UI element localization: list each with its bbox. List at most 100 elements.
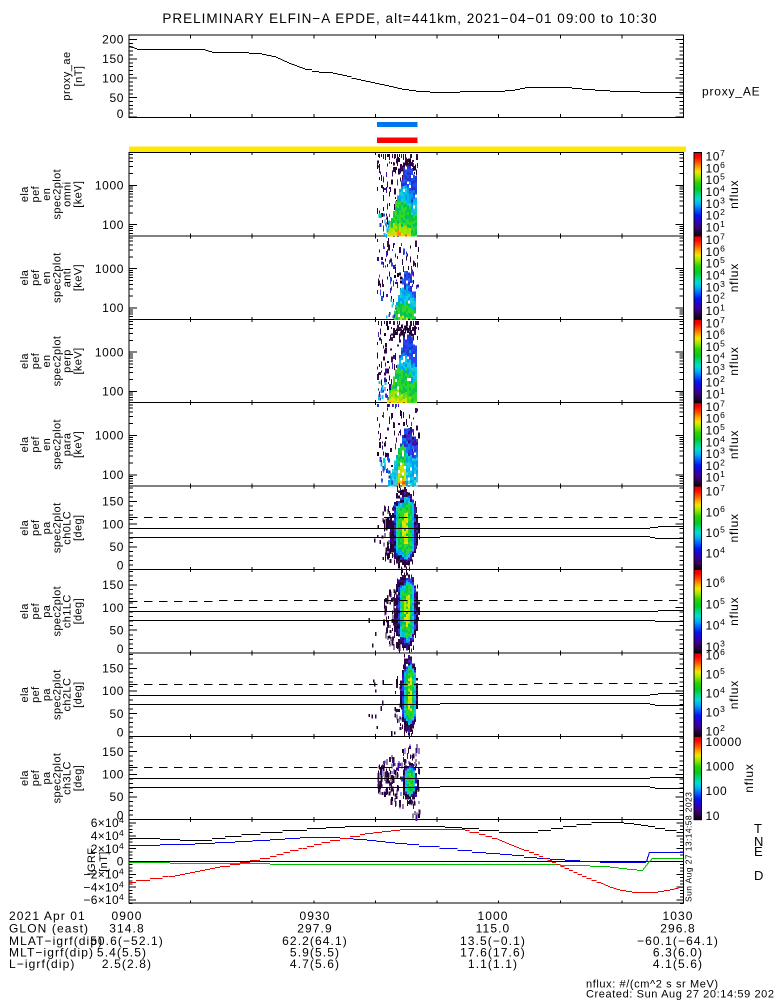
svg-text:pef: pef: [30, 602, 42, 619]
svg-text:spec2plot: spec2plot: [52, 502, 64, 553]
svg-text:ch3LC: ch3LC: [62, 761, 74, 795]
svg-text:5.4(5.5): 5.4(5.5): [97, 946, 147, 960]
svg-text:nflux: nflux: [727, 263, 741, 292]
svg-text:106: 106: [706, 243, 726, 258]
svg-text:100: 100: [102, 768, 124, 782]
svg-text:pef: pef: [30, 686, 42, 703]
svg-text:spec2plot: spec2plot: [52, 252, 64, 303]
svg-text:101: 101: [706, 469, 726, 485]
svg-text:Sun Aug 27 13:14:58 2023: Sun Aug 27 13:14:58 2023: [684, 792, 694, 902]
svg-text:105: 105: [706, 255, 726, 271]
svg-text:150: 150: [102, 52, 124, 66]
svg-text:−2×104: −2×104: [83, 867, 124, 882]
svg-text:107: 107: [706, 148, 726, 164]
svg-text:PRELIMINARY ELFIN−A EPDE, alt=: PRELIMINARY ELFIN−A EPDE, alt=441km, 202…: [162, 11, 657, 26]
svg-text:13.5(−0.1): 13.5(−0.1): [460, 934, 526, 948]
svg-text:ch1LC: ch1LC: [62, 594, 74, 628]
svg-text:10: 10: [706, 809, 721, 823]
svg-text:pef: pef: [30, 185, 42, 202]
svg-text:102: 102: [706, 291, 726, 307]
svg-text:0: 0: [117, 725, 124, 739]
svg-text:proxy_ae: proxy_ae: [61, 51, 73, 100]
svg-text:100: 100: [706, 784, 728, 798]
svg-text:50.6(−52.1): 50.6(−52.1): [90, 934, 164, 948]
svg-text:nflux: nflux: [727, 430, 741, 459]
svg-text:[deg]: [deg]: [73, 681, 85, 707]
svg-text:106: 106: [706, 504, 726, 520]
svg-text:[keV]: [keV]: [73, 264, 85, 291]
svg-text:100: 100: [102, 72, 124, 86]
svg-text:ela: ela: [19, 603, 31, 619]
svg-text:en: en: [41, 188, 53, 201]
svg-text:ela: ela: [19, 686, 31, 702]
svg-text:106: 106: [706, 647, 726, 663]
svg-text:50: 50: [109, 790, 124, 804]
svg-text:MLT−igrf(dip): MLT−igrf(dip): [9, 946, 94, 960]
svg-text:nflux: nflux: [727, 680, 741, 709]
svg-text:nflux: #/(cm^2 s sr MeV): nflux: #/(cm^2 s sr MeV): [586, 979, 719, 991]
svg-text:0: 0: [117, 642, 124, 656]
svg-text:[deg]: [deg]: [73, 765, 85, 791]
svg-text:150: 150: [102, 578, 124, 592]
svg-text:0: 0: [117, 809, 124, 823]
svg-text:T: T: [754, 821, 762, 836]
svg-text:103: 103: [706, 362, 726, 378]
svg-text:296.8: 296.8: [660, 922, 696, 936]
svg-text:1.1(1.1): 1.1(1.1): [468, 957, 518, 971]
svg-text:150: 150: [102, 662, 124, 676]
svg-text:103: 103: [706, 195, 726, 211]
svg-text:spec2plot: spec2plot: [52, 586, 64, 637]
svg-text:[deg]: [deg]: [73, 598, 85, 624]
svg-text:[nT]: [nT]: [73, 66, 85, 87]
svg-text:1000: 1000: [95, 179, 124, 193]
svg-text:ch0LC: ch0LC: [62, 511, 74, 545]
svg-text:104: 104: [706, 350, 726, 366]
svg-text:100: 100: [102, 468, 124, 482]
svg-text:anti: anti: [62, 268, 74, 287]
svg-text:107: 107: [706, 483, 726, 499]
svg-text:pef: pef: [30, 269, 42, 286]
svg-text:102: 102: [706, 457, 726, 473]
svg-text:Created: Sun Aug 27 20:14:59 2: Created: Sun Aug 27 20:14:59 2023: [586, 989, 775, 1000]
svg-text:pa: pa: [41, 521, 53, 535]
svg-text:102: 102: [706, 374, 726, 390]
svg-text:106: 106: [706, 575, 726, 591]
svg-text:pef: pef: [30, 352, 42, 369]
svg-text:spec2plot: spec2plot: [52, 753, 64, 804]
svg-text:ela: ela: [19, 770, 31, 786]
svg-text:IGRF: IGRF: [86, 848, 98, 876]
svg-text:1000: 1000: [477, 909, 508, 923]
svg-text:101: 101: [706, 302, 726, 318]
svg-text:nflux: nflux: [742, 763, 756, 792]
svg-text:150: 150: [102, 745, 124, 759]
svg-text:100: 100: [102, 601, 124, 615]
svg-text:6.3(6.0): 6.3(6.0): [653, 946, 703, 960]
svg-text:[deg]: [deg]: [73, 515, 85, 541]
svg-text:pef: pef: [30, 769, 42, 786]
svg-text:spec2plot: spec2plot: [52, 336, 64, 387]
svg-text:104: 104: [706, 434, 726, 450]
svg-text:4×104: 4×104: [91, 828, 124, 843]
svg-text:2021 Apr 01: 2021 Apr 01: [9, 909, 86, 923]
svg-text:314.8: 314.8: [109, 922, 145, 936]
svg-text:[keV]: [keV]: [73, 181, 85, 208]
svg-text:100: 100: [102, 218, 124, 232]
svg-text:spec2plot: spec2plot: [52, 669, 64, 720]
svg-text:en: en: [41, 438, 53, 451]
svg-text:1000: 1000: [95, 262, 124, 276]
svg-text:10000: 10000: [706, 735, 742, 749]
svg-text:N: N: [754, 834, 763, 849]
svg-text:perp: perp: [62, 349, 74, 373]
svg-text:2×104: 2×104: [91, 841, 124, 856]
svg-text:150: 150: [102, 495, 124, 509]
svg-text:103: 103: [706, 279, 726, 295]
svg-text:105: 105: [706, 666, 726, 682]
svg-text:nflux: nflux: [727, 597, 741, 626]
svg-text:[keV]: [keV]: [73, 347, 85, 374]
svg-text:omni: omni: [62, 181, 74, 206]
svg-text:en: en: [41, 354, 53, 367]
svg-text:102: 102: [706, 207, 726, 223]
svg-text:spec2plot: spec2plot: [52, 169, 64, 220]
svg-text:en: en: [41, 271, 53, 284]
svg-text:5.9(5.5): 5.9(5.5): [290, 946, 340, 960]
